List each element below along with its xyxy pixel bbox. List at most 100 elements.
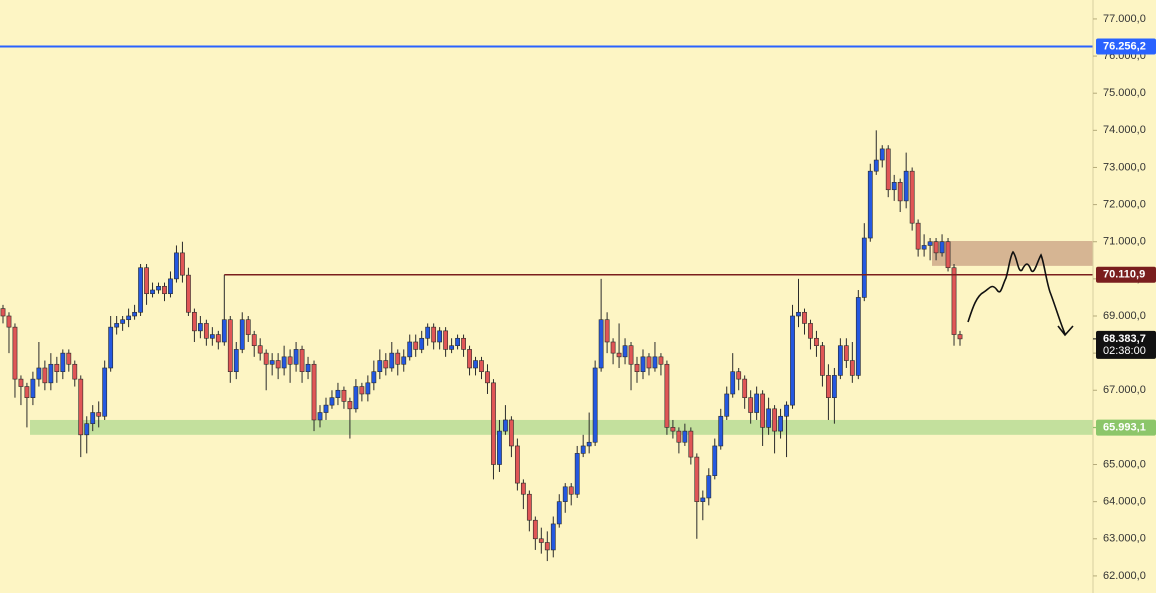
candle-body: [592, 367, 598, 443]
candle-body: [455, 337, 460, 347]
candle-body: [180, 252, 185, 276]
candle-body: [54, 363, 60, 372]
candle-body: [574, 453, 580, 495]
candle-body: [562, 486, 568, 502]
candle-body: [628, 345, 634, 365]
price-line-tag-label: 70.110,9: [1103, 269, 1145, 281]
candle-body: [168, 278, 173, 295]
candle-body: [939, 241, 945, 254]
candle-body: [670, 427, 676, 432]
candle-body: [885, 148, 891, 191]
candle-body: [329, 397, 335, 406]
candle-body: [263, 352, 269, 365]
candle-body: [419, 337, 425, 350]
candle-body: [700, 497, 706, 502]
candle-body: [353, 386, 359, 410]
candle-body: [245, 319, 251, 335]
candle-body: [784, 404, 789, 417]
y-tick-label: 73.000,0: [1103, 161, 1146, 173]
y-tick-label: 74.000,0: [1103, 124, 1146, 136]
candle-body: [443, 330, 449, 350]
candle-body: [431, 326, 437, 343]
last-price-tag-box: [1096, 330, 1156, 359]
candle-body: [491, 382, 496, 465]
candle-body: [808, 323, 813, 339]
candle-body: [580, 445, 586, 454]
candle-body: [467, 349, 472, 369]
price-zone: [30, 419, 1093, 435]
candle-body: [730, 371, 736, 395]
candle-body: [227, 319, 233, 372]
zone-tag: 65.993,1: [1096, 419, 1156, 436]
candle-body: [365, 382, 371, 395]
y-tick-label: 62.000,0: [1103, 570, 1146, 582]
candle-body: [18, 378, 24, 387]
y-tick-label: 64.000,0: [1103, 496, 1146, 508]
candle-body: [610, 341, 616, 354]
candle-body: [281, 356, 287, 369]
candle-body: [269, 360, 275, 365]
hand-drawn-projection: [967, 250, 1074, 337]
zone-tag-box: [1096, 419, 1156, 436]
price-line-tag: 70.110,9: [1096, 266, 1156, 283]
candle-body: [317, 412, 323, 421]
candle-body: [568, 486, 574, 495]
candle-body: [24, 386, 30, 398]
candle-body: [724, 393, 730, 417]
candle-body: [843, 345, 849, 361]
candle-body: [12, 326, 18, 380]
candle-body: [616, 352, 622, 358]
candle-body: [150, 289, 155, 295]
candle-body: [299, 349, 305, 372]
candle-body: [652, 356, 658, 369]
candle-body: [203, 323, 209, 339]
candle-body: [604, 319, 610, 343]
candle-body: [933, 241, 939, 254]
candle-body: [796, 311, 801, 317]
candle-body: [903, 170, 909, 202]
candle-body: [341, 389, 347, 402]
candle-body: [921, 245, 927, 250]
candle-body: [108, 326, 114, 369]
candle-body: [197, 323, 203, 332]
candle-body: [347, 401, 353, 410]
candle-body: [879, 148, 885, 161]
candle-body: [658, 356, 664, 365]
candle-body: [634, 363, 640, 372]
candle-body: [861, 237, 867, 298]
candle-body: [676, 430, 682, 443]
candle-body: [0, 308, 6, 317]
candle-body: [257, 345, 263, 354]
candle-body: [826, 375, 831, 398]
candle-body: [951, 267, 957, 335]
candle-body: [867, 170, 873, 239]
candle-body: [335, 389, 341, 398]
candle-body: [646, 356, 652, 369]
candle-body: [72, 363, 78, 380]
candle-body: [96, 412, 102, 417]
candle-body: [407, 341, 413, 358]
candle-body: [485, 371, 490, 384]
candle-body: [60, 352, 66, 372]
candle-body: [66, 352, 72, 365]
candle-body: [748, 397, 754, 413]
candle-body: [221, 319, 227, 343]
candle-body: [909, 170, 915, 224]
candle-body: [413, 341, 419, 350]
candle-body: [957, 334, 963, 340]
y-tick-label: 71.000,0: [1103, 236, 1146, 248]
candle-body: [718, 415, 724, 447]
candle-body: [766, 408, 771, 428]
candle-body: [790, 315, 795, 406]
candle-body: [461, 337, 466, 350]
candle-body: [120, 319, 126, 324]
candle-body: [945, 241, 951, 269]
candle-body: [48, 363, 54, 384]
candle-body: [6, 315, 12, 328]
candle-body: [84, 423, 90, 436]
price-line-tag-label: 76.256,2: [1103, 40, 1146, 52]
candle-body: [622, 345, 628, 358]
candle-body: [712, 445, 718, 476]
candle-body: [688, 430, 694, 458]
